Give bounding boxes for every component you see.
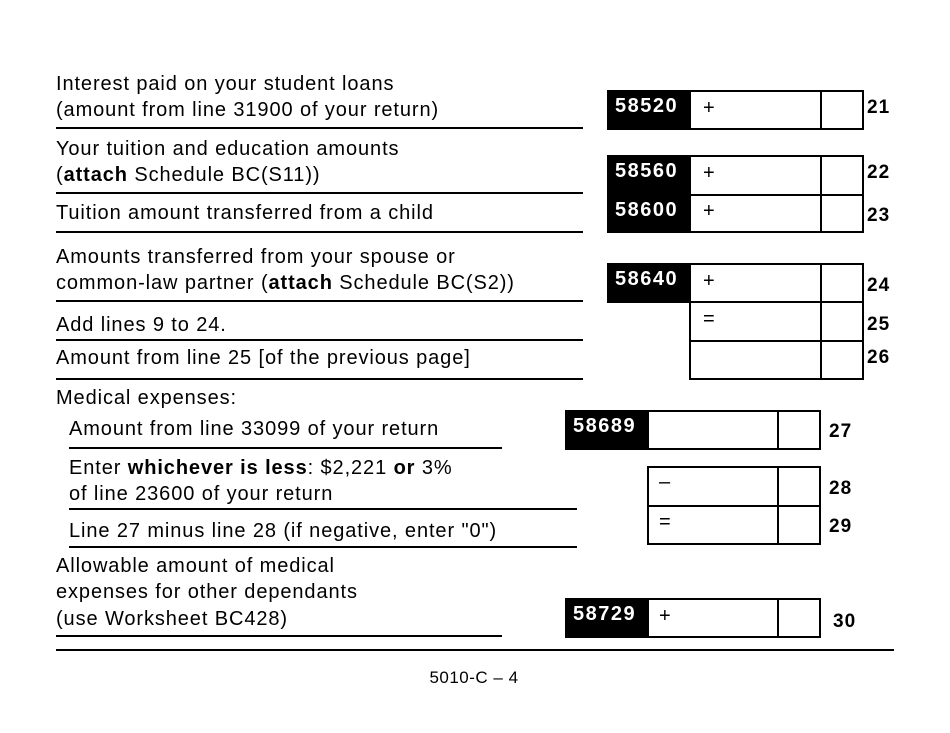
line-number: 26: [867, 347, 891, 368]
line-27-label: Amount from line 33099 of your return: [69, 418, 440, 440]
line-25-26-fields[interactable]: =: [689, 301, 864, 380]
line-21-label: Interest paid on your student loans: [56, 73, 395, 95]
line-number: 29: [829, 516, 853, 537]
plus-sign: +: [703, 162, 715, 184]
plus-sign: +: [703, 270, 715, 292]
plus-sign: +: [703, 97, 715, 119]
plus-sign: +: [703, 200, 715, 222]
line-30-label-2: expenses for other dependants: [56, 581, 358, 603]
plus-sign: +: [659, 605, 671, 627]
line-22-label: Your tuition and education amounts: [56, 138, 400, 160]
bottom-rule: [56, 649, 894, 651]
page-footer: 5010-C – 4: [429, 668, 519, 687]
line-30-label-3: (use Worksheet BC428): [56, 608, 288, 630]
line-28-label-2: of line 23600 of your return: [69, 483, 334, 505]
line-number: 24: [867, 275, 891, 296]
line-28-29-fields[interactable]: – =: [647, 466, 821, 545]
line-24-label-2: common-law partner (attach Schedule BC(S…: [56, 272, 515, 294]
line-21-label-2: (amount from line 31900 of your return): [56, 99, 440, 121]
equals-sign: =: [703, 308, 715, 330]
line-number: 22: [867, 162, 891, 183]
medical-heading: Medical expenses:: [56, 387, 237, 409]
line-24-label: Amounts transferred from your spouse or: [56, 246, 456, 268]
line-25-label: Add lines 9 to 24.: [56, 314, 227, 336]
divider: [56, 300, 583, 302]
equals-sign: =: [659, 511, 671, 533]
divider: [56, 192, 583, 194]
divider: [69, 546, 577, 548]
line-number: 25: [867, 314, 891, 335]
line-code: 58560: [607, 155, 691, 194]
line-number: 30: [833, 611, 857, 632]
line-number: 21: [867, 97, 891, 118]
divider: [56, 231, 583, 233]
line-23-label: Tuition amount transferred from a child: [56, 202, 434, 224]
minus-sign: –: [659, 471, 671, 493]
divider: [69, 508, 577, 510]
line-code: 58729: [565, 598, 649, 638]
line-30-label: Allowable amount of medical: [56, 555, 335, 577]
divider: [56, 127, 583, 129]
line-number: 28: [829, 478, 853, 499]
line-number: 23: [867, 205, 891, 226]
line-28-label: Enter whichever is less: $2,221 or 3%: [69, 457, 453, 479]
line-code: 58600: [607, 194, 691, 233]
line-22-label-2: (attach Schedule BC(S11)): [56, 164, 321, 186]
line-code: 58520: [607, 90, 691, 130]
line-code: 58689: [565, 410, 649, 450]
divider: [56, 339, 583, 341]
divider: [56, 378, 583, 380]
line-26-label: Amount from line 25 [of the previous pag…: [56, 347, 471, 369]
line-number: 27: [829, 421, 853, 442]
divider: [69, 447, 502, 449]
divider: [56, 635, 502, 637]
line-29-label: Line 27 minus line 28 (if negative, ente…: [69, 520, 498, 542]
line-code: 58640: [607, 263, 691, 303]
